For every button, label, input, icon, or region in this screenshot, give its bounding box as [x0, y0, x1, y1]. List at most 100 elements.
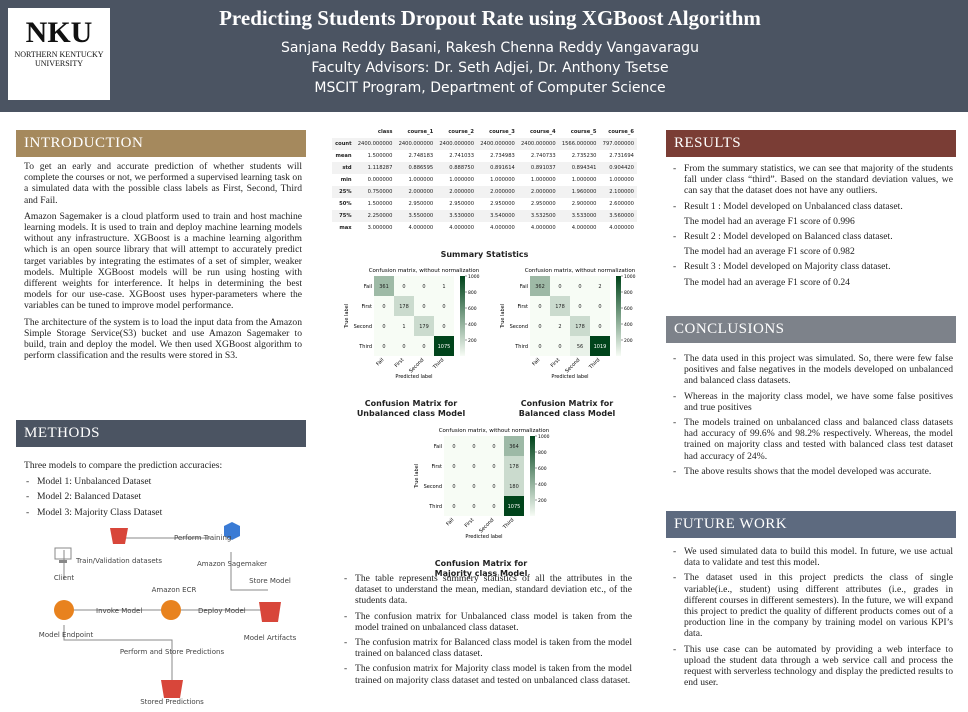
cell-value: 0 [442, 304, 445, 310]
table-cell: 4.000000 [490, 225, 515, 231]
matrix-cell [394, 296, 414, 316]
matrix-cell [434, 336, 454, 356]
table-cell: 3.550000 [408, 213, 434, 219]
logo-sub: UNIVERSITY [35, 59, 83, 68]
cell-value: 0 [452, 444, 455, 450]
cell-value: 0 [492, 444, 495, 450]
matrix-plot: Confusion matrix, without normalization 0… [414, 428, 550, 540]
confusion-matrix: Confusion matrix, without normalization 3… [340, 264, 490, 419]
corner-cell [332, 126, 355, 138]
table-cell: 4.000000 [609, 225, 634, 231]
colorbar-label: 1000 [468, 274, 480, 280]
matrix-cell [590, 336, 610, 356]
diagram-label: Invoke Model [96, 607, 142, 615]
table-cell: 2.735230 [571, 153, 597, 159]
cell-value: 362 [535, 284, 545, 290]
table-cell: 2.740733 [530, 153, 556, 159]
confusion-matrix: Confusion matrix, without normalization 3… [496, 264, 646, 419]
matrix-cell [414, 336, 434, 356]
cell-value: 180 [509, 484, 519, 490]
table-cell: 2400.000000 [521, 141, 556, 147]
cell-value: 0 [558, 284, 561, 290]
table-cell: 1.000000 [571, 177, 597, 183]
table-cell: 4.000000 [530, 225, 556, 231]
x-class-label: Third [501, 517, 515, 531]
colorbar-label: 200 [468, 338, 477, 344]
table-cell: 2.000000 [449, 189, 475, 195]
table-cell: 1.960000 [571, 189, 597, 195]
matrix-cell [590, 276, 610, 296]
cell-value: 0 [538, 324, 541, 330]
column-header: course_2 [448, 129, 475, 135]
y-class-label: Fail [364, 284, 372, 290]
matrix-cell [434, 316, 454, 336]
matrix-caption: Confusion Matrix for Balanced class Mode… [518, 399, 616, 418]
table-cell: 1.000000 [449, 177, 475, 183]
cell-value: 0 [472, 464, 475, 470]
paragraph: To get an early and accurate prediction … [24, 161, 302, 206]
matrix-plot: Confusion matrix, without normalization 3… [344, 268, 480, 380]
colorbar-label: 800 [624, 290, 633, 296]
row-header: max [339, 225, 352, 231]
matrix-cell [414, 296, 434, 316]
y-axis-label: True label [500, 304, 506, 329]
y-class-label: Second [424, 484, 442, 490]
row-header: std [342, 165, 352, 171]
x-class-label: Fail [531, 357, 541, 367]
table-cell: 2.950000 [408, 201, 434, 207]
column-header: course_5 [570, 129, 597, 135]
table-cell: 0.904420 [609, 165, 634, 171]
matrix-cell [504, 436, 524, 456]
diagram-label: Deploy Model [198, 607, 246, 615]
cell-value: 1075 [508, 504, 521, 510]
table-cell: 0.891037 [530, 165, 556, 171]
x-class-label: Fail [445, 517, 455, 527]
cell-value: 2 [598, 284, 601, 290]
cell-value: 0 [472, 504, 475, 510]
table-cell: 3.532500 [530, 213, 556, 219]
cell-value: 1019 [594, 344, 607, 350]
list-item: The data used in this project was simula… [673, 353, 953, 387]
matrix-cell [570, 336, 590, 356]
cell-value: 0 [382, 324, 385, 330]
matrix-cell [394, 316, 414, 336]
table-cell: 3.560000 [609, 213, 634, 219]
program: MSCIT Program, Department of Computer Sc… [314, 80, 666, 96]
logo-name: NORTHERN KENTUCKY [14, 50, 104, 59]
y-class-label: Second [354, 324, 372, 330]
x-class-label: Second [564, 357, 581, 374]
cell-value: 0 [492, 504, 495, 510]
cell-value: 178 [399, 304, 409, 310]
cell-value: 0 [598, 304, 601, 310]
cell-value: 179 [419, 324, 429, 330]
table-cell: 0.891614 [490, 165, 515, 171]
y-class-label: Third [428, 504, 442, 510]
x-class-label: First [464, 517, 476, 529]
colorbar-label: 800 [468, 290, 477, 296]
paragraph: Amazon Sagemaker is a cloud platform use… [24, 210, 302, 312]
icons [54, 522, 281, 698]
matrix-cell [504, 496, 524, 516]
colorbar-label: 600 [538, 466, 547, 472]
table-row: min 0.000000 1.000000 1.000000 1.000000 1.000… [332, 174, 637, 186]
list-item: Whereas in the majority class model, we … [673, 391, 953, 413]
matrix-cell [530, 316, 550, 336]
colorbar-label: 600 [468, 306, 477, 312]
list-item: The dataset used in this project predict… [673, 572, 953, 639]
matrix-cell [570, 296, 590, 316]
table-cell: 2.250000 [367, 213, 393, 219]
colorbar-label: 400 [624, 322, 633, 328]
diagram-label: Perform and Store Predictions [120, 648, 225, 656]
matrix-cell [374, 296, 394, 316]
table-cell: 2.600000 [609, 201, 634, 207]
matrix-cell [464, 456, 484, 476]
result-text: From the summary statistics, we can see … [684, 163, 953, 197]
column-header: course_4 [529, 129, 556, 135]
y-class-label: Third [358, 344, 372, 350]
list-item: From the summary statistics, we can see … [673, 163, 953, 197]
y-class-label: Third [514, 344, 528, 350]
row-header: 25% [339, 189, 352, 195]
cell-value: 178 [509, 464, 519, 470]
list-item: Model 3: Majority Class Dataset [26, 507, 302, 518]
